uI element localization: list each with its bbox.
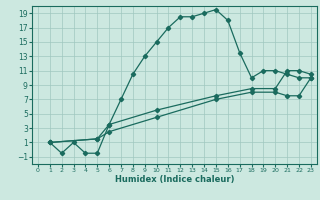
- X-axis label: Humidex (Indice chaleur): Humidex (Indice chaleur): [115, 175, 234, 184]
